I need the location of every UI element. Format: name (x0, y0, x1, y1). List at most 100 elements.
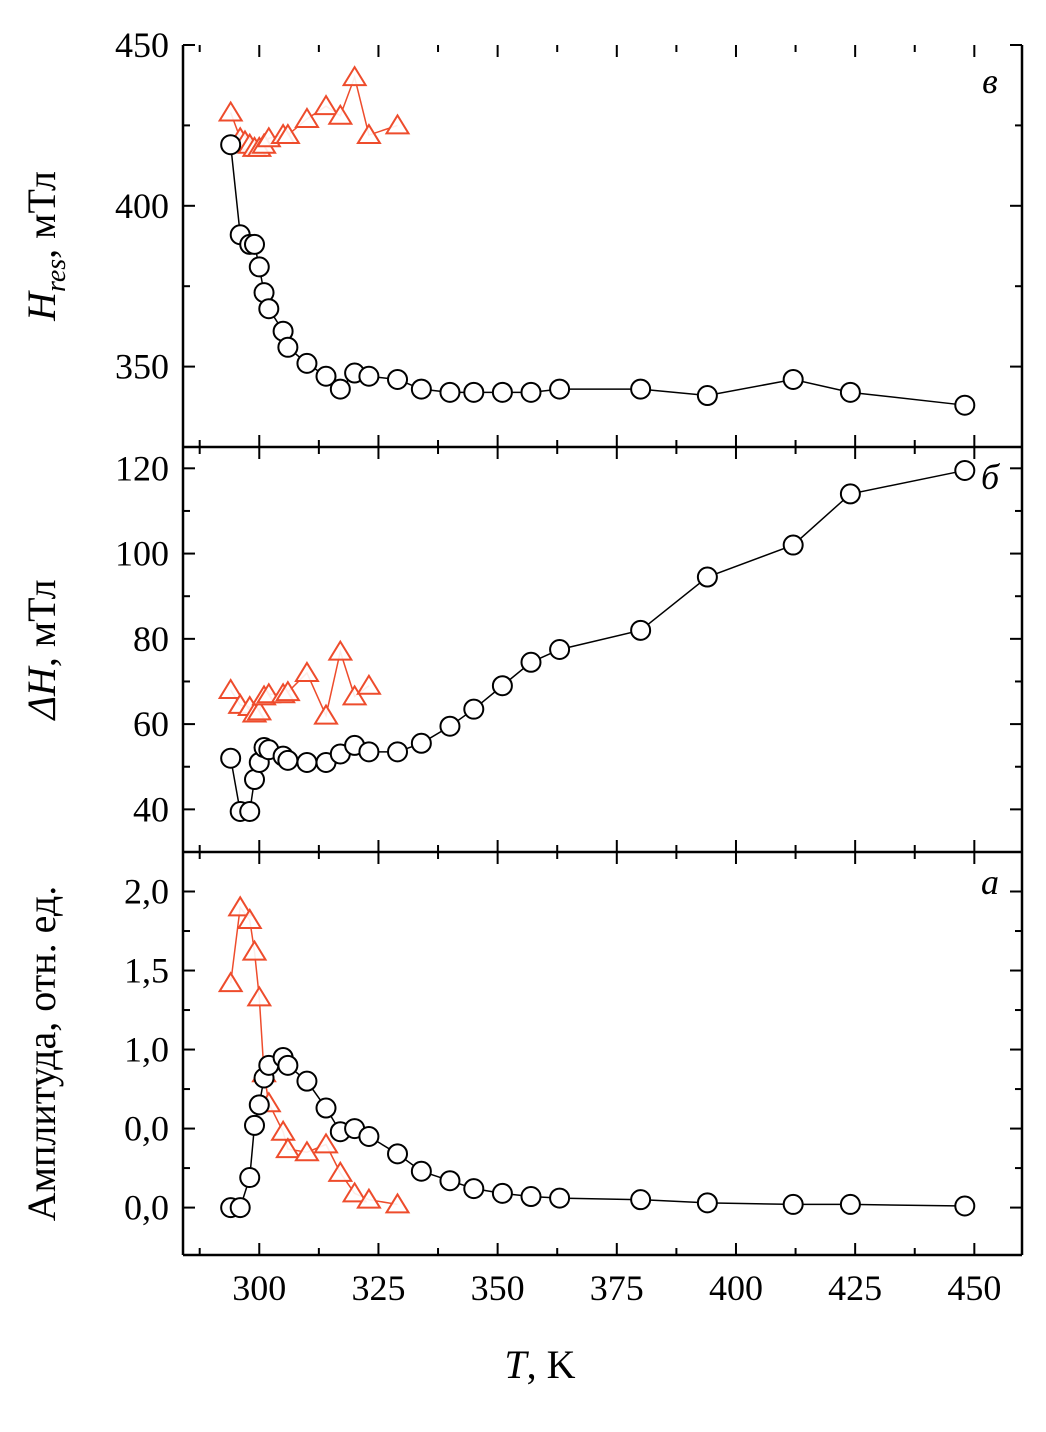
triangle-marker (294, 1140, 320, 1162)
circle-marker (549, 1187, 571, 1209)
y-tick-label: 0,0 (124, 1109, 169, 1149)
y-axis-title: Hres, мТл (19, 171, 72, 322)
x-tick-label: 325 (351, 1268, 405, 1308)
circle-marker (387, 1143, 409, 1165)
circle-marker (630, 378, 652, 400)
circle-marker (491, 675, 513, 697)
circle-marker (520, 1186, 542, 1208)
triangle-marker (227, 895, 253, 917)
circle-marker (329, 378, 351, 400)
y-axis-title-text: Амплитуда, отн. ед. (19, 886, 64, 1221)
triangle-marker (356, 1187, 382, 1209)
triangle-marker (217, 971, 244, 993)
y-tick-label: 350 (115, 347, 169, 387)
y-axis-title-unit: , мТл (19, 171, 64, 259)
circle-marker (244, 233, 266, 255)
circle-marker (491, 1182, 513, 1204)
panel-letter: а (981, 862, 999, 902)
y-tick-label: 2,0 (124, 872, 169, 912)
circle-marker (258, 298, 280, 320)
y-tick-label: 80 (133, 619, 169, 659)
circle-marker (387, 741, 409, 763)
triangle-marker (294, 661, 320, 682)
circle-marker (315, 365, 337, 387)
circle-marker (439, 1170, 461, 1192)
triangle-marker (356, 673, 382, 695)
circle-marker (782, 534, 804, 556)
x-tick-label: 300 (232, 1268, 286, 1308)
y-tick-label: 100 (115, 534, 169, 574)
triangle-marker (341, 65, 368, 87)
panel-letter: б (981, 457, 1001, 497)
y-tick-label: 1,5 (124, 951, 169, 991)
y-tick-label: 40 (133, 789, 169, 829)
triangle-marker (341, 684, 368, 706)
y-tick-label: 120 (115, 448, 169, 488)
circle-marker (296, 751, 318, 773)
circle-marker (277, 336, 299, 358)
y-tick-label: 60 (133, 704, 169, 744)
x-tick-label: 450 (947, 1268, 1001, 1308)
circle-marker (220, 747, 242, 769)
triangle-marker (356, 123, 382, 145)
circle-marker (239, 1167, 261, 1189)
circle-marker (954, 394, 976, 416)
x-axis-title-symbol: T (504, 1342, 529, 1387)
circle-marker (782, 368, 804, 390)
triangle-marker (241, 939, 268, 961)
circle-marker (229, 1197, 251, 1219)
triangle-marker (384, 1192, 411, 1214)
triangle-marker (236, 908, 263, 929)
panel-hres: 350 400 450 в Hres, мТл (19, 25, 1024, 449)
y-tick-label: 450 (115, 25, 169, 65)
circle-marker (248, 256, 270, 278)
y-axis-title-symbol: ΔH (19, 665, 64, 721)
triangle-marker (384, 113, 411, 135)
y-tick-label: 1,0 (124, 1030, 169, 1070)
triangle-marker (275, 1137, 301, 1159)
triangle-marker (327, 1160, 354, 1182)
circle-marker (463, 698, 485, 720)
triangle-marker (217, 100, 244, 122)
triangle-marker (327, 639, 354, 661)
circle-marker (220, 134, 242, 156)
circle-marker (358, 741, 380, 763)
circle-marker (839, 381, 861, 403)
circle-marker (839, 483, 861, 505)
circle-marker (630, 1189, 652, 1211)
y-axis-title-unit: , мТл (19, 579, 64, 667)
circle-marker (549, 378, 571, 400)
circle-marker (296, 1070, 318, 1092)
circle-marker (358, 365, 380, 387)
x-tick-label: 425 (828, 1268, 882, 1308)
circle-marker (696, 385, 718, 407)
triangle-marker (327, 103, 354, 125)
x-axis-title: T, K (504, 1342, 575, 1387)
triangle-marker (313, 94, 339, 116)
circle-marker (358, 1125, 380, 1147)
circle-marker (520, 651, 542, 673)
triangle-marker (313, 703, 339, 725)
circle-marker (387, 368, 409, 390)
circle-marker (696, 566, 718, 588)
triangle-marker (313, 1132, 339, 1154)
circles-line (229, 144, 965, 406)
circle-marker (491, 381, 513, 403)
circle-marker (439, 381, 461, 403)
circle-marker (520, 381, 542, 403)
y-axis-title-symbol: H (19, 290, 64, 322)
circle-marker (277, 749, 299, 771)
triangle-marker (275, 123, 301, 145)
circle-marker (410, 1160, 432, 1182)
y-tick-label: 0,0 (124, 1188, 169, 1228)
circle-marker (239, 801, 261, 822)
x-tick-label: 350 (471, 1268, 525, 1308)
x-axis: 300 325 350 375 400 425 450 T, K (232, 1268, 1001, 1387)
triangle-marker (294, 107, 320, 128)
y-axis-title: ΔH, мТл (19, 579, 64, 721)
circle-marker (696, 1192, 718, 1214)
triangle-marker (217, 678, 244, 699)
circle-marker (954, 1195, 976, 1217)
triangle-marker (246, 699, 273, 721)
